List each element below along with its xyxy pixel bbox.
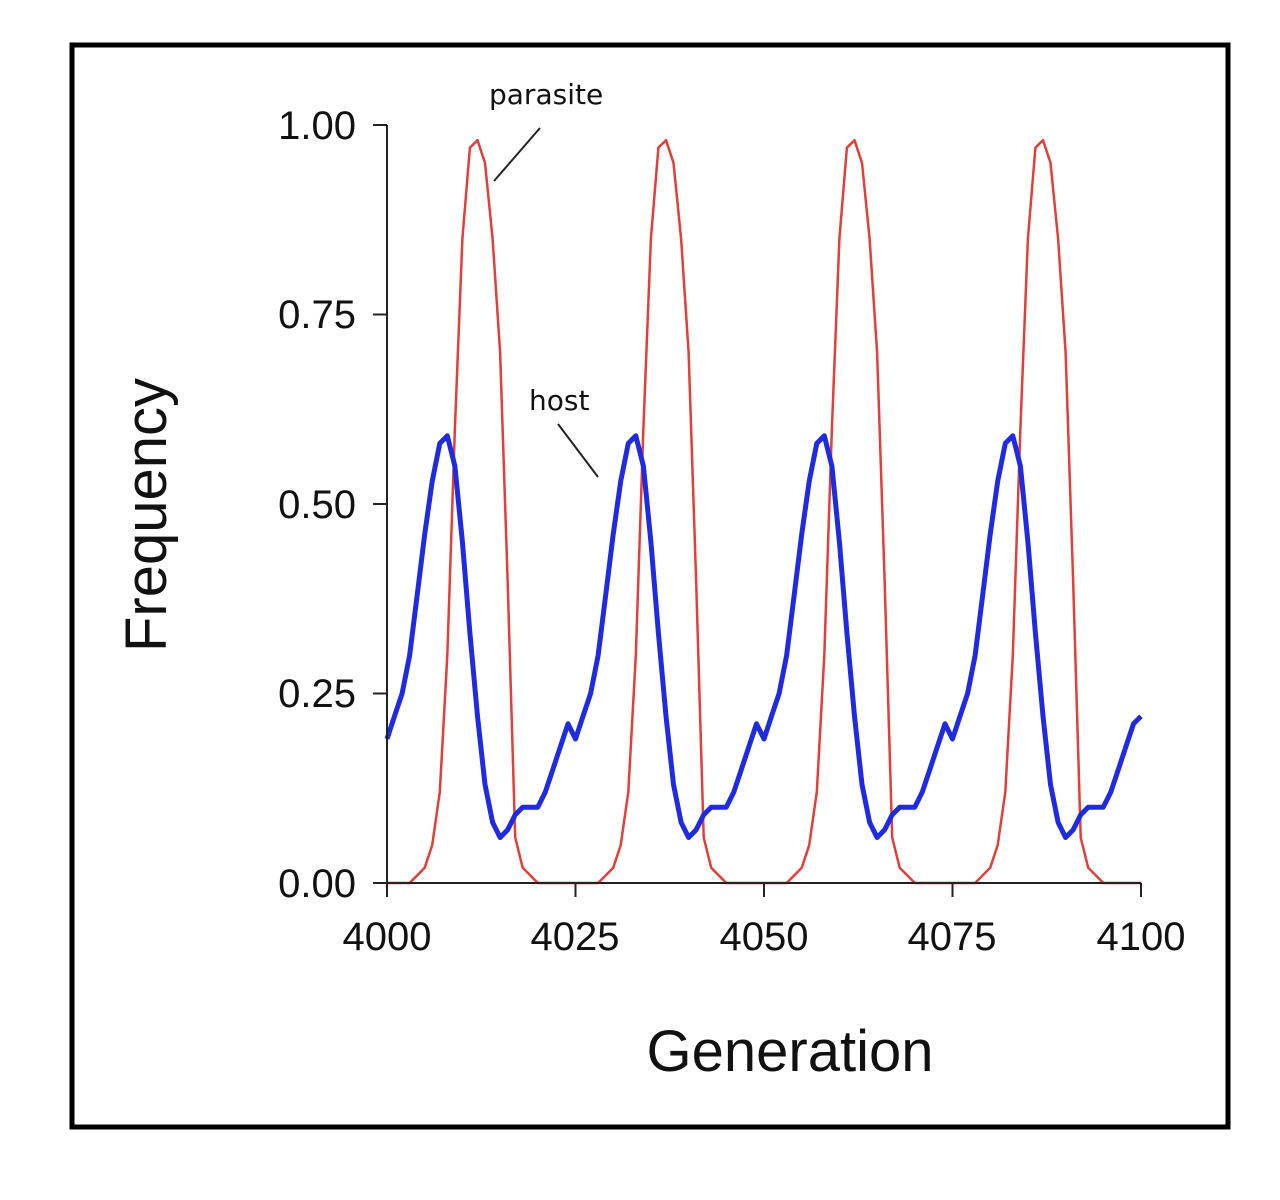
x-tick-label: 4000 [343, 915, 432, 959]
parasite-leader-line [493, 127, 541, 182]
x-tick-label: 4050 [720, 915, 809, 959]
series-layer [384, 138, 1143, 885]
y-tick-label: 0.00 [278, 862, 356, 906]
x-tick-label: 4075 [908, 915, 997, 959]
ticks [373, 124, 1142, 897]
y-tick-label: 0.75 [278, 293, 356, 337]
y-axis-title: Frequency [114, 378, 179, 652]
parasite-line [387, 138, 1141, 885]
parasite-annotation: parasite [489, 78, 603, 111]
x-tick-label: 4100 [1097, 915, 1186, 959]
host-line [384, 433, 1143, 840]
y-tick-label: 0.50 [278, 483, 356, 527]
host-annotation: host [529, 384, 589, 417]
x-tick-label: 4025 [531, 915, 620, 959]
y-tick-label: 1.00 [278, 104, 356, 148]
y-tick-label: 0.25 [278, 672, 356, 716]
host-leader-line [557, 423, 599, 478]
x-axis-title: Generation [647, 1019, 934, 1084]
figure-frame [69, 42, 1231, 1130]
